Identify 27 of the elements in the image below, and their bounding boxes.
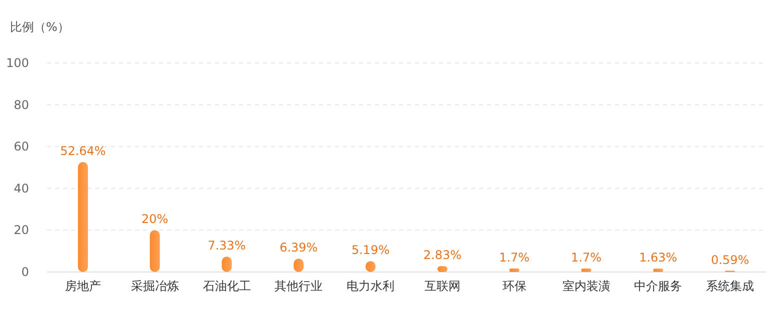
data-label: 0.59% [710,252,750,267]
y-tick-label: 60 [14,140,29,154]
data-label: 1.7% [571,250,602,264]
data-label: 2.83% [423,248,462,262]
y-tick-label: 100 [6,56,29,70]
data-label: 1.63% [639,250,678,265]
x-tick-label: 房地产 [64,279,101,293]
x-tick-label: 系统集成 [706,279,754,293]
data-label: 7.33% [208,238,246,253]
y-tick-label: 20 [14,223,29,238]
data-label: 6.39% [280,240,318,255]
y-tick-label: 80 [14,98,29,112]
y-axis-title: 比例（%） [10,20,70,34]
x-tick-label: 室内装潢 [562,279,610,293]
x-tick-label: 采掘冶炼 [130,279,179,293]
x-tick-label: 中介服务 [634,279,682,293]
y-tick-label: 0 [21,265,29,279]
x-tick-label: 环保 [502,279,526,293]
data-label: 1.7% [499,250,530,264]
x-tick-label: 电力水利 [346,279,395,293]
data-label: 5.19% [351,243,390,258]
data-label: 20% [142,212,168,226]
data-label: 52.64% [60,144,106,158]
y-tick-label: 40 [14,181,29,196]
x-tick-label: 石油化工 [202,279,251,293]
x-tick-label: 互联网 [424,279,460,293]
x-tick-label: 其他行业 [274,279,323,293]
